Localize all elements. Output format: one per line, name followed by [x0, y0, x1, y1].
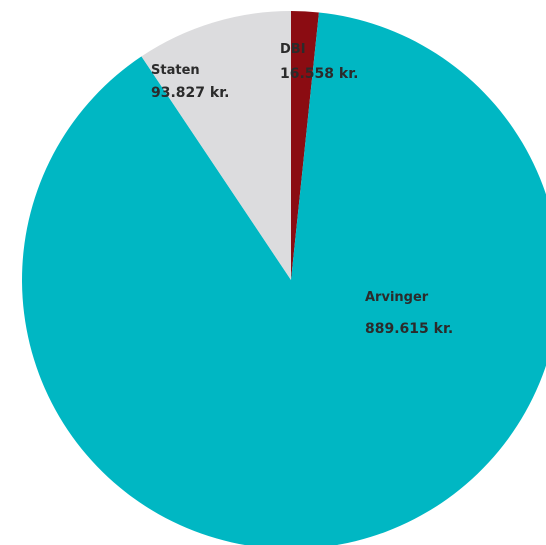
slice-label-dbi: DBI 16.558 kr.	[280, 42, 358, 82]
pie-slice-dbi	[291, 10, 319, 280]
slice-value-staten: 93.827 kr.	[151, 85, 229, 101]
slice-name-dbi: DBI	[280, 42, 306, 57]
pie-slice-staten	[141, 10, 291, 280]
slice-value-arvinger: 889.615 kr.	[365, 321, 453, 337]
slice-label-staten: Staten 93.827 kr.	[151, 63, 229, 101]
slice-name-staten: Staten	[151, 63, 200, 78]
pie-slice-arvinger	[22, 12, 546, 545]
slice-name-arvinger: Arvinger	[365, 290, 429, 305]
pie-slices	[22, 10, 546, 545]
slice-value-dbi: 16.558 kr.	[280, 66, 358, 82]
slice-label-arvinger: Arvinger 889.615 kr.	[365, 290, 453, 337]
